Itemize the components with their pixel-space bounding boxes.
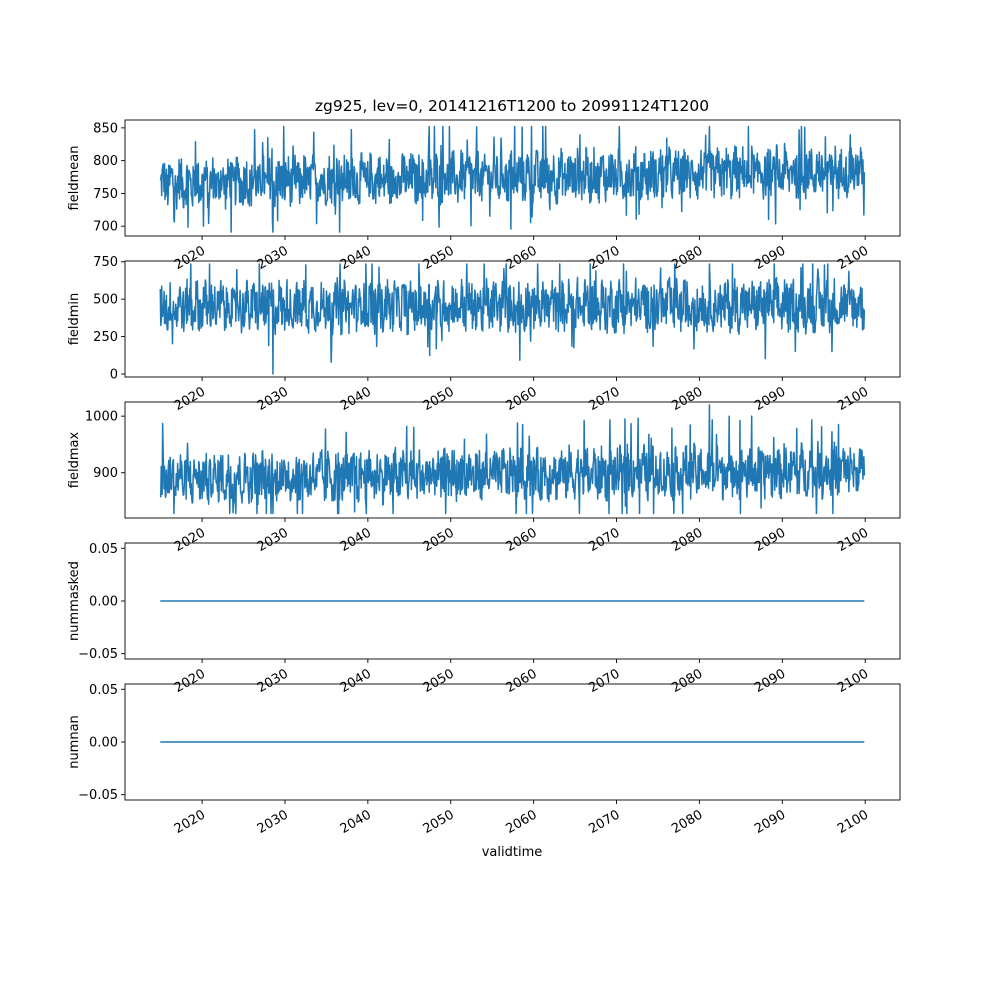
y-tick-label: 0 [110, 368, 118, 383]
y-tick-label: 800 [93, 154, 118, 169]
y-tick-label: 500 [93, 293, 118, 308]
axes-frame-fieldmin [124, 260, 901, 378]
axes-frame-fieldmax [124, 401, 901, 519]
chart-title: zg925, lev=0, 20141216T1200 to 20991124T… [315, 97, 709, 115]
x-axis-label: validtime [482, 845, 543, 860]
y-axis-label: fieldmin [67, 293, 82, 346]
y-tick-label: 0.00 [89, 736, 118, 751]
y-axis-label: fieldmax [67, 432, 82, 489]
y-tick-label: 0.00 [89, 595, 118, 610]
y-tick-label: 750 [93, 255, 118, 270]
y-tick-label: 700 [93, 220, 118, 235]
y-axis-label: nummasked [67, 561, 82, 641]
y-tick-label: 1000 [85, 410, 118, 425]
series-line-fieldmax [159, 404, 866, 515]
y-axis-label: numnan [67, 715, 82, 769]
y-axis-label: fieldmean [67, 146, 82, 211]
series-line-fieldmin [159, 263, 866, 375]
y-tick-label: 0.05 [89, 542, 118, 557]
series-line-fieldmean [159, 125, 866, 233]
y-tick-label: −0.05 [78, 788, 118, 803]
axes-frame-fieldmean [124, 119, 901, 237]
y-tick-label: −0.05 [78, 647, 118, 662]
y-tick-label: 900 [93, 466, 118, 481]
y-tick-label: 850 [93, 121, 118, 136]
y-tick-label: 0.05 [89, 683, 118, 698]
y-tick-label: 750 [93, 187, 118, 202]
y-tick-label: 250 [93, 330, 118, 345]
